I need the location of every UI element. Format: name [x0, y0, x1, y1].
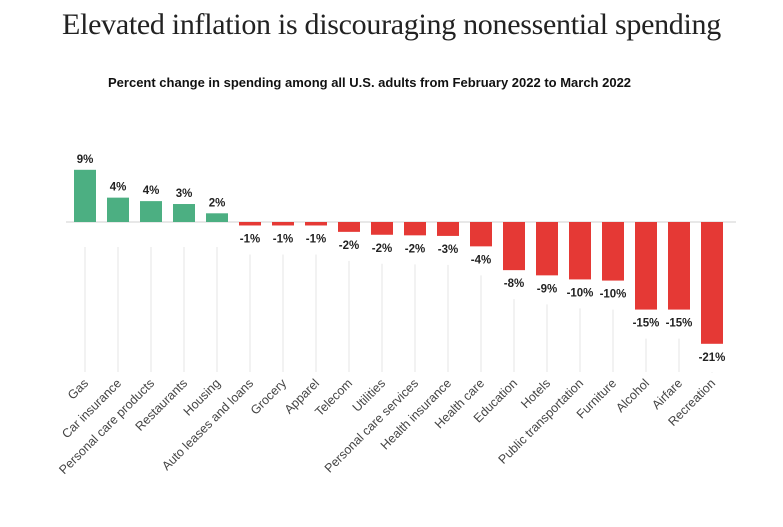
data-label: -15%	[666, 318, 693, 330]
data-label: -2%	[372, 243, 392, 255]
data-label: 4%	[110, 182, 127, 194]
bar-personal-care-services	[404, 222, 426, 236]
bar-utilities	[371, 222, 393, 235]
chart-subtitle: Percent change in spending among all U.S…	[108, 75, 632, 90]
bar-housing	[206, 213, 228, 222]
bar-education	[503, 222, 525, 271]
data-label: -9%	[537, 283, 557, 295]
chart-title: Elevated inflation is discouraging nones…	[62, 8, 721, 41]
data-label: 4%	[143, 185, 160, 197]
data-label: -3%	[438, 244, 458, 256]
data-label: -1%	[273, 233, 293, 245]
bar-hotels	[536, 222, 558, 276]
bar-gas	[74, 169, 96, 222]
data-label: -1%	[306, 233, 326, 245]
category-label: Gas	[65, 376, 91, 402]
bar-recreation	[701, 222, 723, 344]
bar-telecom	[338, 222, 360, 232]
data-label: -2%	[405, 243, 425, 255]
bar-airfare	[668, 222, 690, 310]
data-label: 9%	[77, 154, 94, 166]
category-label: Alcohol	[613, 376, 652, 415]
bar-auto-leases-and-loans	[239, 222, 261, 226]
data-label: -10%	[600, 289, 627, 301]
bar-furniture	[602, 222, 624, 281]
data-label: 2%	[209, 197, 226, 209]
bar-apparel	[305, 222, 327, 226]
bar-health-insurance	[437, 222, 459, 236]
bar-alcohol	[635, 222, 657, 310]
category-label: Grocery	[248, 376, 290, 418]
data-label: -15%	[633, 318, 660, 330]
bar-car-insurance	[107, 197, 129, 222]
bar-grocery	[272, 222, 294, 226]
data-label: 3%	[176, 188, 193, 200]
data-label: -21%	[699, 352, 726, 364]
data-label: -1%	[240, 233, 260, 245]
bar-restaurants	[173, 204, 195, 222]
bar-health-care	[470, 222, 492, 247]
bar-public-transportation	[569, 222, 591, 280]
bar-personal-care-products	[140, 201, 162, 222]
data-label: -8%	[504, 278, 524, 290]
data-label: -2%	[339, 240, 359, 252]
data-label: -4%	[471, 254, 491, 266]
gridlines	[84, 247, 713, 373]
category-label: Telecom	[312, 376, 355, 419]
data-label: -10%	[567, 287, 594, 299]
data-labels: 9% 4% 4% 3% 2% -1% -1% -1% -2% -2% -2% -3% -4% -8% -9%…	[77, 154, 726, 364]
bars	[74, 169, 723, 344]
